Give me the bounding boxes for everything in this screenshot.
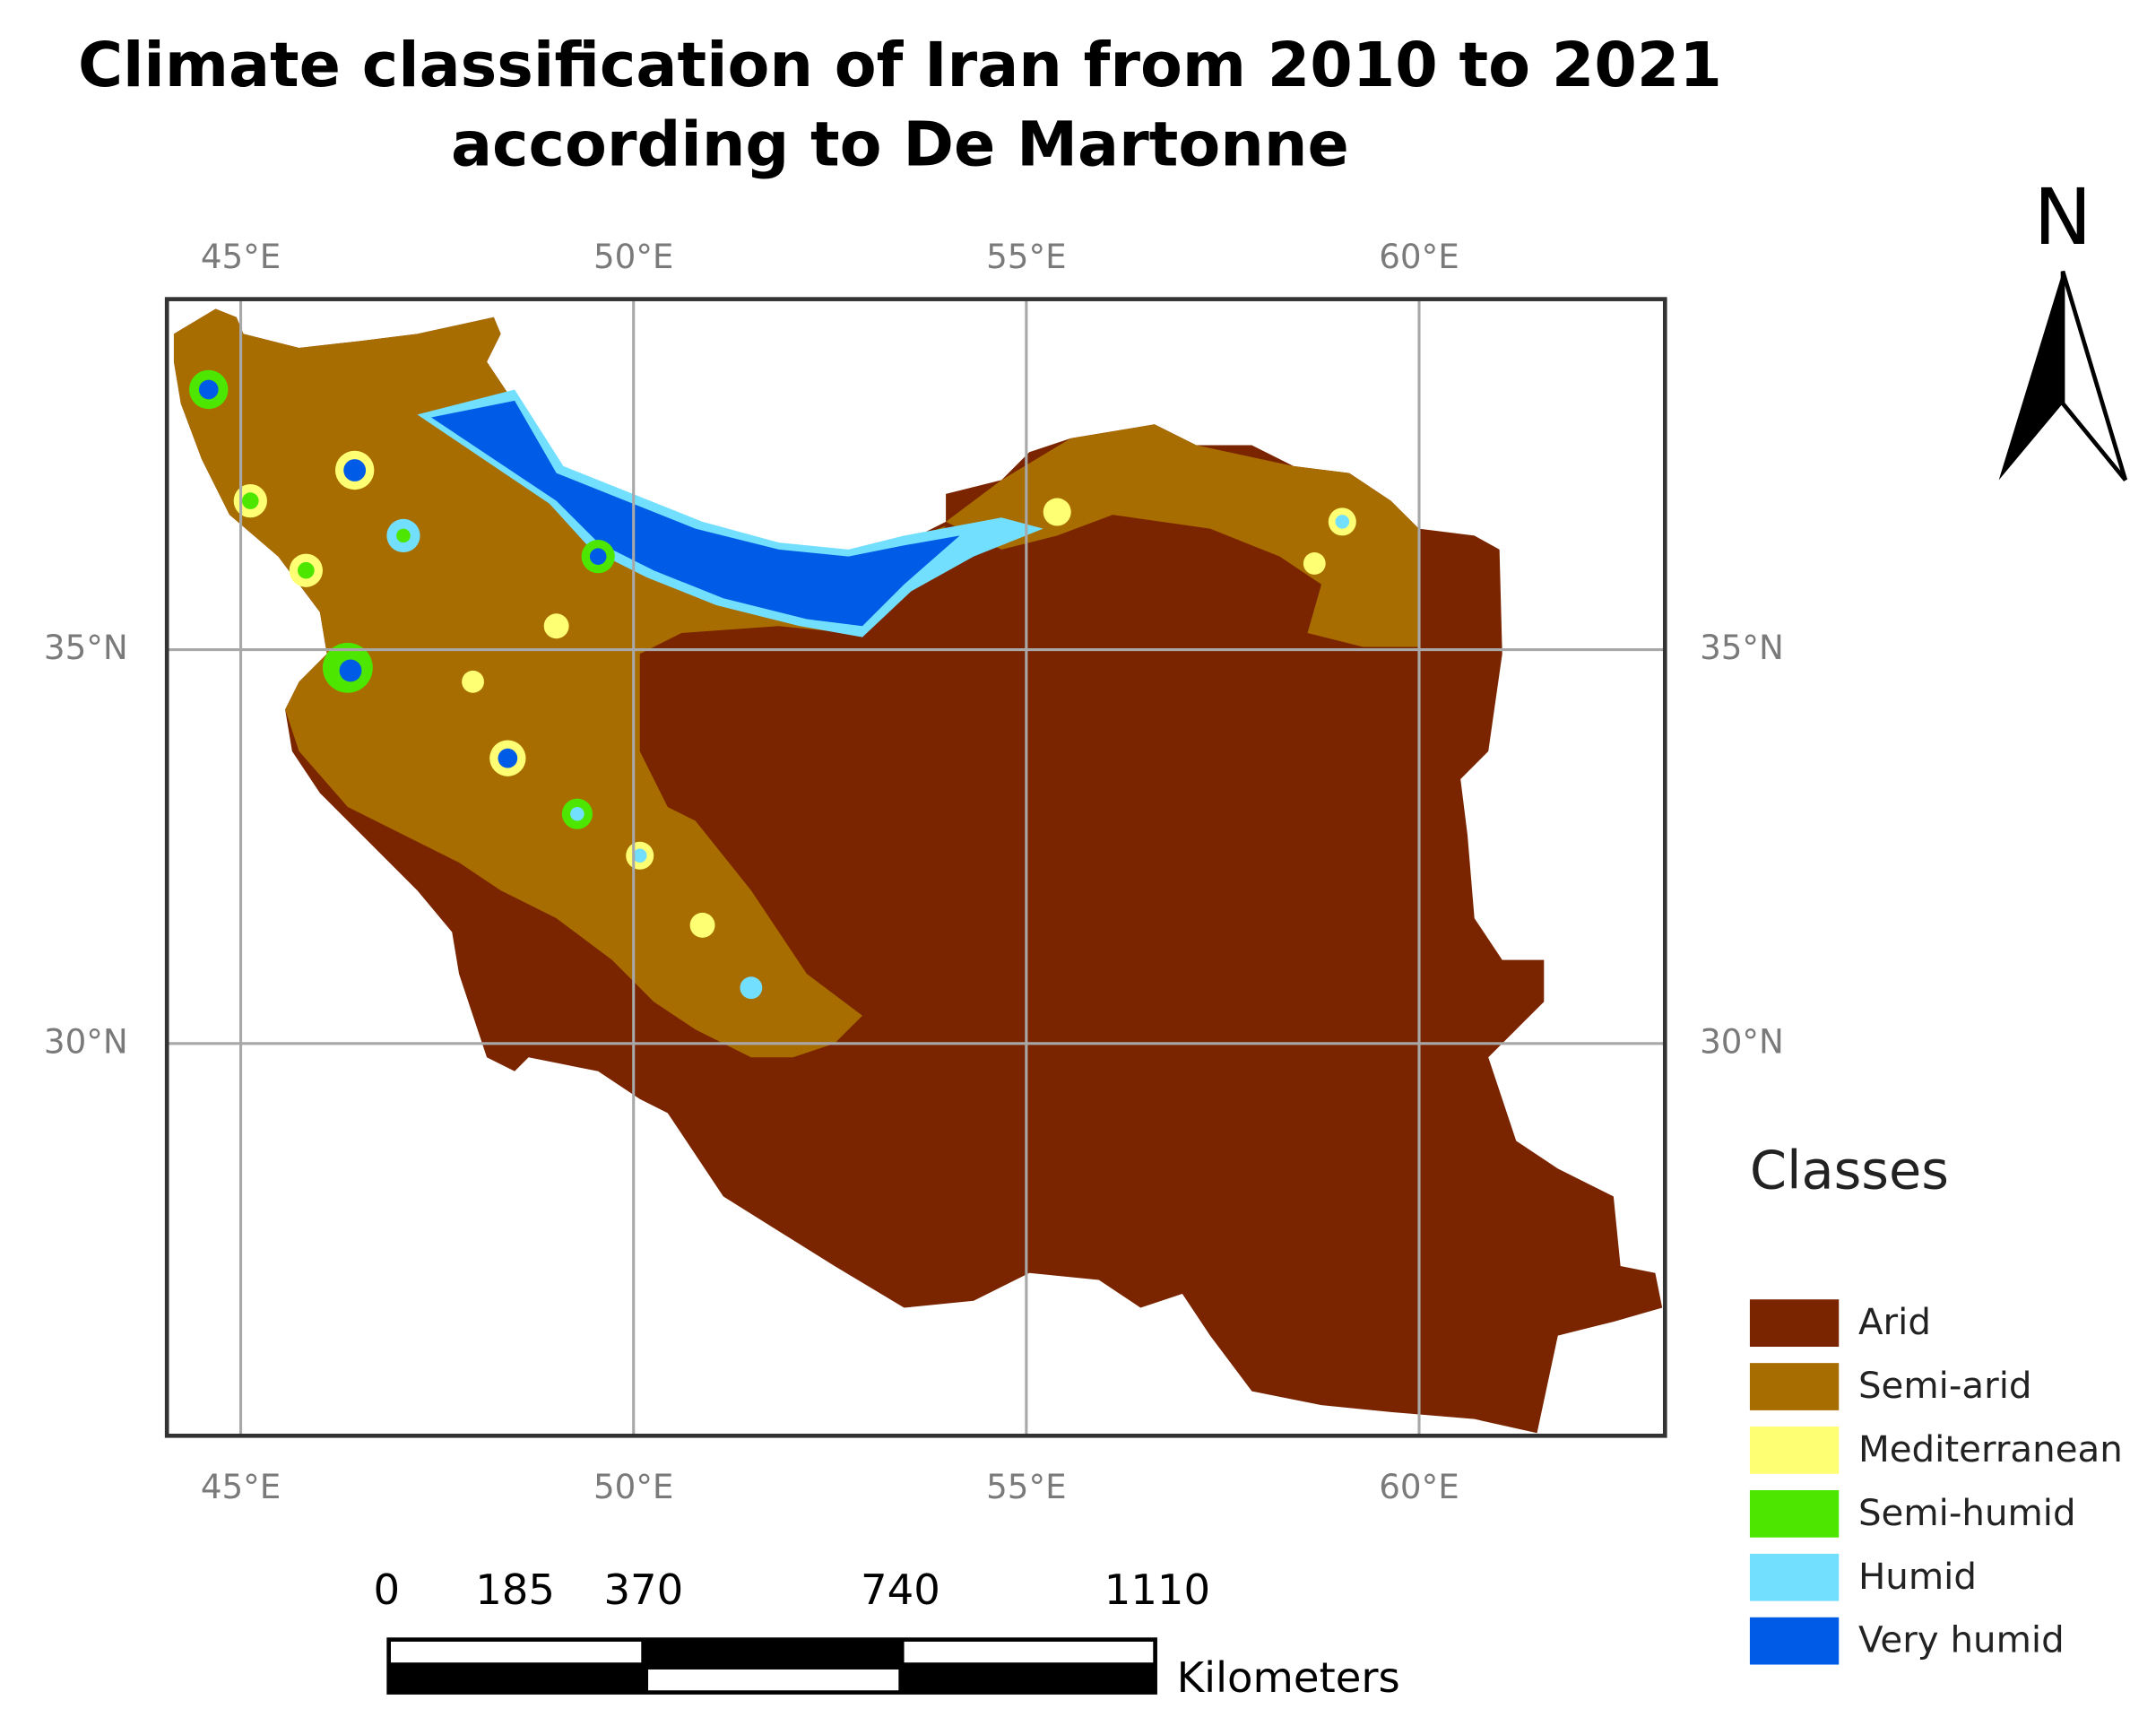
legend-label: Mediterranean xyxy=(1858,1428,2123,1470)
semi-arid-region xyxy=(173,308,947,1058)
title-line: according to De Martonne xyxy=(451,110,1349,181)
legend-label: Semi-humid xyxy=(1858,1492,2076,1534)
scale-tick-label: 185 xyxy=(475,1566,555,1614)
legend-label: Very humid xyxy=(1858,1619,2065,1661)
y-tick-label: 35°N xyxy=(44,628,128,667)
scale-labels: 0 185 370 740 1110 xyxy=(374,1566,1211,1614)
scale-tick-label: 370 xyxy=(603,1566,683,1614)
y-tick-label: 30°N xyxy=(44,1021,128,1061)
very-humid-region xyxy=(431,400,960,627)
legend-swatch xyxy=(1749,1553,1840,1601)
y-tick-label: 35°N xyxy=(1700,628,1784,667)
y-tick-label: 30°N xyxy=(1700,1021,1784,1061)
legend-swatch xyxy=(1749,1427,1840,1474)
scale-bar xyxy=(386,1637,1157,1695)
legend: Arid Semi-arid Mediterranean Semi-humid Humi… xyxy=(1749,1299,2123,1665)
x-tick-label: 60°E xyxy=(1379,237,1459,276)
x-tick-label: 45°E xyxy=(201,237,281,276)
x-tick-label: 55°E xyxy=(986,237,1067,276)
x-tick-label: 50°E xyxy=(593,237,674,276)
x-tick-label: 55°E xyxy=(986,1467,1067,1506)
semi-arid-region xyxy=(946,424,1419,647)
x-tick-label: 60°E xyxy=(1379,1467,1459,1506)
legend-swatch xyxy=(1749,1299,1840,1347)
legend-swatch xyxy=(1749,1489,1840,1538)
north-arrow xyxy=(2060,270,2128,481)
legend-label: Semi-arid xyxy=(1858,1365,2032,1407)
legend-label: Arid xyxy=(1858,1301,1931,1343)
scale-tick-label: 0 xyxy=(374,1566,401,1614)
scale-unit: Kilometers xyxy=(1177,1653,1400,1702)
legend-swatch xyxy=(1749,1363,1840,1410)
north-label: N xyxy=(2034,172,2092,263)
north-arrow xyxy=(1998,271,2064,481)
scale-tick-label: 740 xyxy=(861,1566,940,1614)
x-tick-label: 50°E xyxy=(593,1467,674,1506)
mixed-humid-patches xyxy=(189,369,1356,1000)
title-line: Climate classification of Iran from 2010… xyxy=(78,30,1722,101)
map-frame xyxy=(164,297,1667,1438)
map-area xyxy=(173,308,1663,1434)
grid xyxy=(167,299,1666,1436)
legend-title: Classes xyxy=(1750,1140,1949,1201)
legend-label: Humid xyxy=(1858,1556,1977,1598)
scale-tick-label: 1110 xyxy=(1104,1566,1210,1614)
legend-swatch xyxy=(1749,1617,1840,1665)
x-tick-label: 45°E xyxy=(201,1467,281,1506)
